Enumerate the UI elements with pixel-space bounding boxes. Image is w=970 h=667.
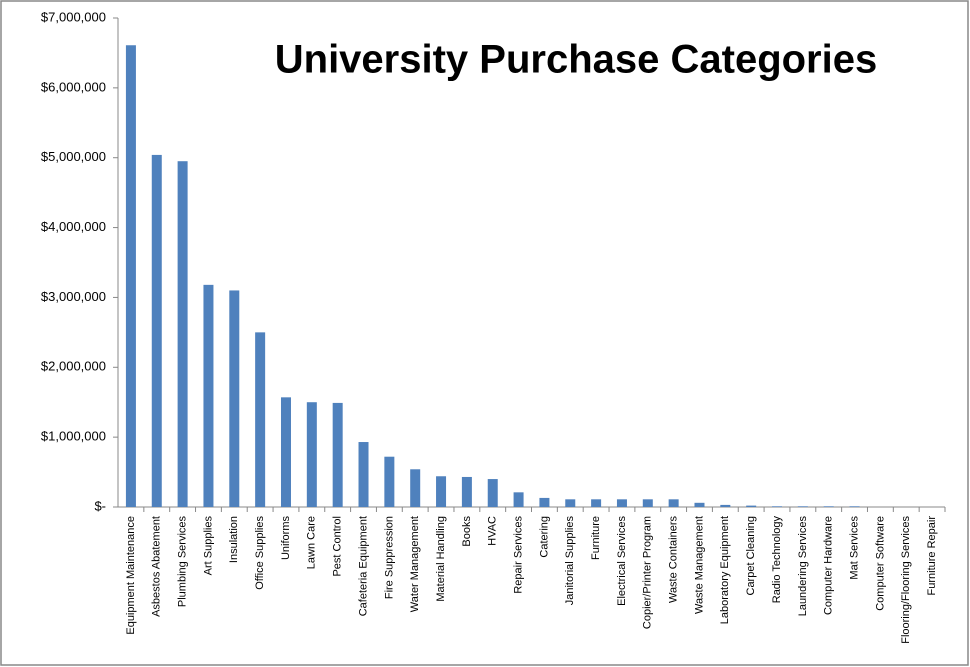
bar — [720, 504, 731, 507]
bar — [668, 499, 679, 507]
x-tick-label: Pest Control — [332, 516, 344, 577]
y-tick-label: $6,000,000 — [41, 79, 106, 94]
x-tick-label: Carpet Cleaning — [745, 516, 757, 596]
bar — [280, 397, 291, 507]
x-tick-label: Furniture — [590, 516, 602, 560]
bar — [591, 499, 602, 507]
x-tick-label: Laboratory Equipment — [719, 516, 731, 624]
x-tick-label: Plumbing Services — [177, 516, 189, 608]
x-tick-label: Catering — [538, 516, 550, 558]
y-tick-label: $- — [94, 498, 106, 513]
chart-title: University Purchase Categories — [275, 38, 877, 82]
x-tick-label: Office Supplies — [254, 516, 266, 590]
bar — [229, 290, 240, 507]
y-tick-label: $4,000,000 — [41, 219, 106, 234]
bar — [565, 499, 576, 507]
y-tick-label: $7,000,000 — [41, 9, 106, 24]
x-tick-label: Copier/Printer Program — [642, 516, 654, 629]
y-tick-label: $2,000,000 — [41, 359, 106, 374]
bar — [306, 402, 317, 507]
x-tick-label: Lawn Care — [306, 516, 318, 569]
bar — [772, 506, 783, 507]
x-tick-label: Water Management — [409, 516, 421, 612]
bar — [436, 476, 447, 507]
y-tick-label: $3,000,000 — [41, 289, 106, 304]
x-tick-label: Laundering Services — [797, 516, 809, 617]
bar — [823, 506, 834, 507]
x-tick-label: Books — [461, 516, 473, 547]
x-tick-label: Computer Software — [874, 516, 886, 611]
x-tick-label: Fire Suppression — [383, 516, 395, 599]
x-tick-label: Furniture Repair — [926, 516, 938, 596]
bar — [384, 456, 395, 507]
x-tick-label: Cafeteria Equipment — [357, 516, 369, 616]
x-tick-label: Flooring/Flooring Services — [900, 516, 912, 644]
x-tick-label: Radio Technology — [771, 516, 783, 604]
bar — [461, 476, 472, 507]
x-tick-label: Waste Containers — [668, 516, 680, 604]
x-tick-label: Equipment Maintenance — [125, 516, 137, 635]
bar — [332, 402, 343, 507]
x-tick-label: Material Handling — [435, 516, 447, 602]
bar — [487, 479, 498, 507]
y-tick-label: $5,000,000 — [41, 149, 106, 164]
x-tick-label: Art Supplies — [202, 516, 214, 576]
y-tick-label: $1,000,000 — [41, 429, 106, 444]
x-tick-label: Repair Services — [512, 516, 524, 594]
bar — [255, 332, 266, 507]
bar — [694, 502, 705, 507]
x-tick-label: HVAC — [487, 516, 499, 546]
bar — [849, 506, 860, 507]
bar — [203, 284, 214, 507]
bar — [125, 45, 136, 507]
bar — [616, 499, 627, 507]
x-tick-label: Computer Hardware — [823, 516, 835, 615]
x-tick-label: Waste Management — [693, 516, 705, 614]
x-tick-label: Electrical Services — [616, 516, 628, 606]
bar — [797, 506, 808, 507]
bar — [410, 469, 421, 507]
x-tick-label: Mat Services — [848, 516, 860, 580]
bar — [746, 505, 757, 507]
x-tick-label: Janitorial Supplies — [564, 516, 576, 606]
bar — [358, 442, 369, 507]
bar — [513, 492, 524, 507]
x-tick-label: Insulation — [228, 516, 240, 563]
x-tick-label: Asbestos Abatement — [151, 516, 163, 617]
bar — [177, 161, 188, 507]
bar — [539, 497, 550, 507]
x-tick-label: Uniforms — [280, 516, 292, 561]
bar — [151, 154, 162, 508]
bar — [642, 499, 653, 507]
